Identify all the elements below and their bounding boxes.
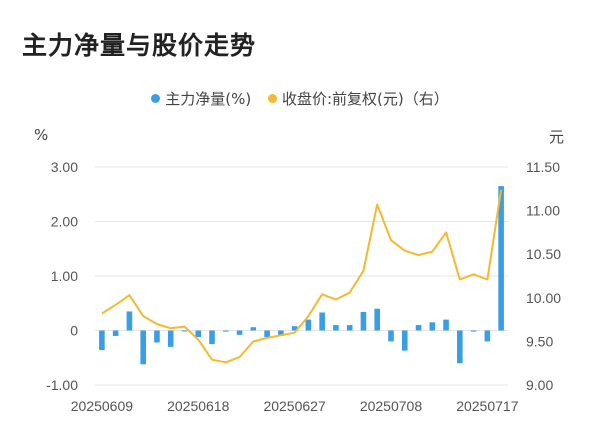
x-axis-tick-label: 20250609 xyxy=(71,398,134,414)
x-axis-tick-label: 20250708 xyxy=(360,398,423,414)
bar-net-flow xyxy=(484,330,491,342)
bar-net-flow xyxy=(319,312,325,331)
bar-net-flow xyxy=(291,326,298,331)
right-axis-tick-label: 10.00 xyxy=(526,290,561,306)
x-axis-tick-label: 20250717 xyxy=(456,398,519,414)
bar-net-flow xyxy=(374,308,381,331)
bar-net-flow xyxy=(360,311,367,331)
right-axis-unit: 元 xyxy=(549,128,565,146)
right-axis-tick-label: 9.00 xyxy=(526,377,553,393)
left-axis-tick-label: 0 xyxy=(70,323,78,339)
bar-net-flow xyxy=(126,311,133,331)
bar-net-flow xyxy=(154,330,160,343)
bar-net-flow xyxy=(443,319,449,331)
bar-net-flow xyxy=(112,330,119,336)
bar-net-flow xyxy=(236,330,243,335)
right-axis-tick-label: 10.50 xyxy=(526,246,561,262)
bar-net-flow xyxy=(415,325,422,331)
left-axis-tick-label: -1.00 xyxy=(46,377,78,393)
bar-net-flow xyxy=(401,330,408,351)
legend-label-net-flow: 主力净量(%) xyxy=(165,90,252,108)
bar-net-flow xyxy=(181,330,188,332)
legend-label-close-price: 收盘价:前复权(元)（右） xyxy=(281,90,449,108)
bar-net-flow xyxy=(209,330,215,345)
legend-item-net-flow[interactable]: 主力净量(%) xyxy=(151,88,251,109)
legend: 主力净量(%) 收盘价:前复权(元)（右） xyxy=(0,88,600,109)
bar-net-flow xyxy=(140,330,146,365)
bar-net-flow xyxy=(278,330,284,336)
left-axis-tick-label: 2.00 xyxy=(51,214,78,230)
bar-net-flow xyxy=(429,322,436,331)
bar-net-flow xyxy=(498,186,504,331)
bar-net-flow xyxy=(195,330,202,338)
left-axis-tick-label: 3.00 xyxy=(51,159,78,175)
x-axis-tick-label: 20250627 xyxy=(263,398,326,414)
legend-dot-close-price xyxy=(267,94,277,103)
bar-net-flow xyxy=(167,330,174,347)
right-axis-tick-label: 9.50 xyxy=(526,333,553,349)
x-axis-tick-label: 20250618 xyxy=(167,398,230,414)
bar-net-flow xyxy=(99,330,105,351)
bar-net-flow xyxy=(388,330,394,342)
left-axis-tick-label: 1.00 xyxy=(51,268,78,284)
bar-net-flow xyxy=(346,325,353,331)
bar-net-flow xyxy=(457,330,463,364)
line-close-price xyxy=(101,189,503,364)
bar-net-flow xyxy=(305,319,312,331)
bar-net-flow xyxy=(250,327,257,331)
right-axis-tick-label: 11.50 xyxy=(526,159,560,175)
legend-dot-net-flow xyxy=(151,94,161,103)
bar-net-flow xyxy=(333,325,339,331)
bar-net-flow xyxy=(222,330,229,332)
bar-net-flow xyxy=(470,330,477,332)
right-axis-tick-label: 11.00 xyxy=(526,203,560,219)
left-axis-unit: % xyxy=(34,126,49,144)
legend-item-close-price[interactable]: 收盘价:前复权(元)（右） xyxy=(267,88,449,109)
bar-net-flow xyxy=(264,330,270,338)
chart-title: 主力净量与股价走势 xyxy=(22,31,257,60)
